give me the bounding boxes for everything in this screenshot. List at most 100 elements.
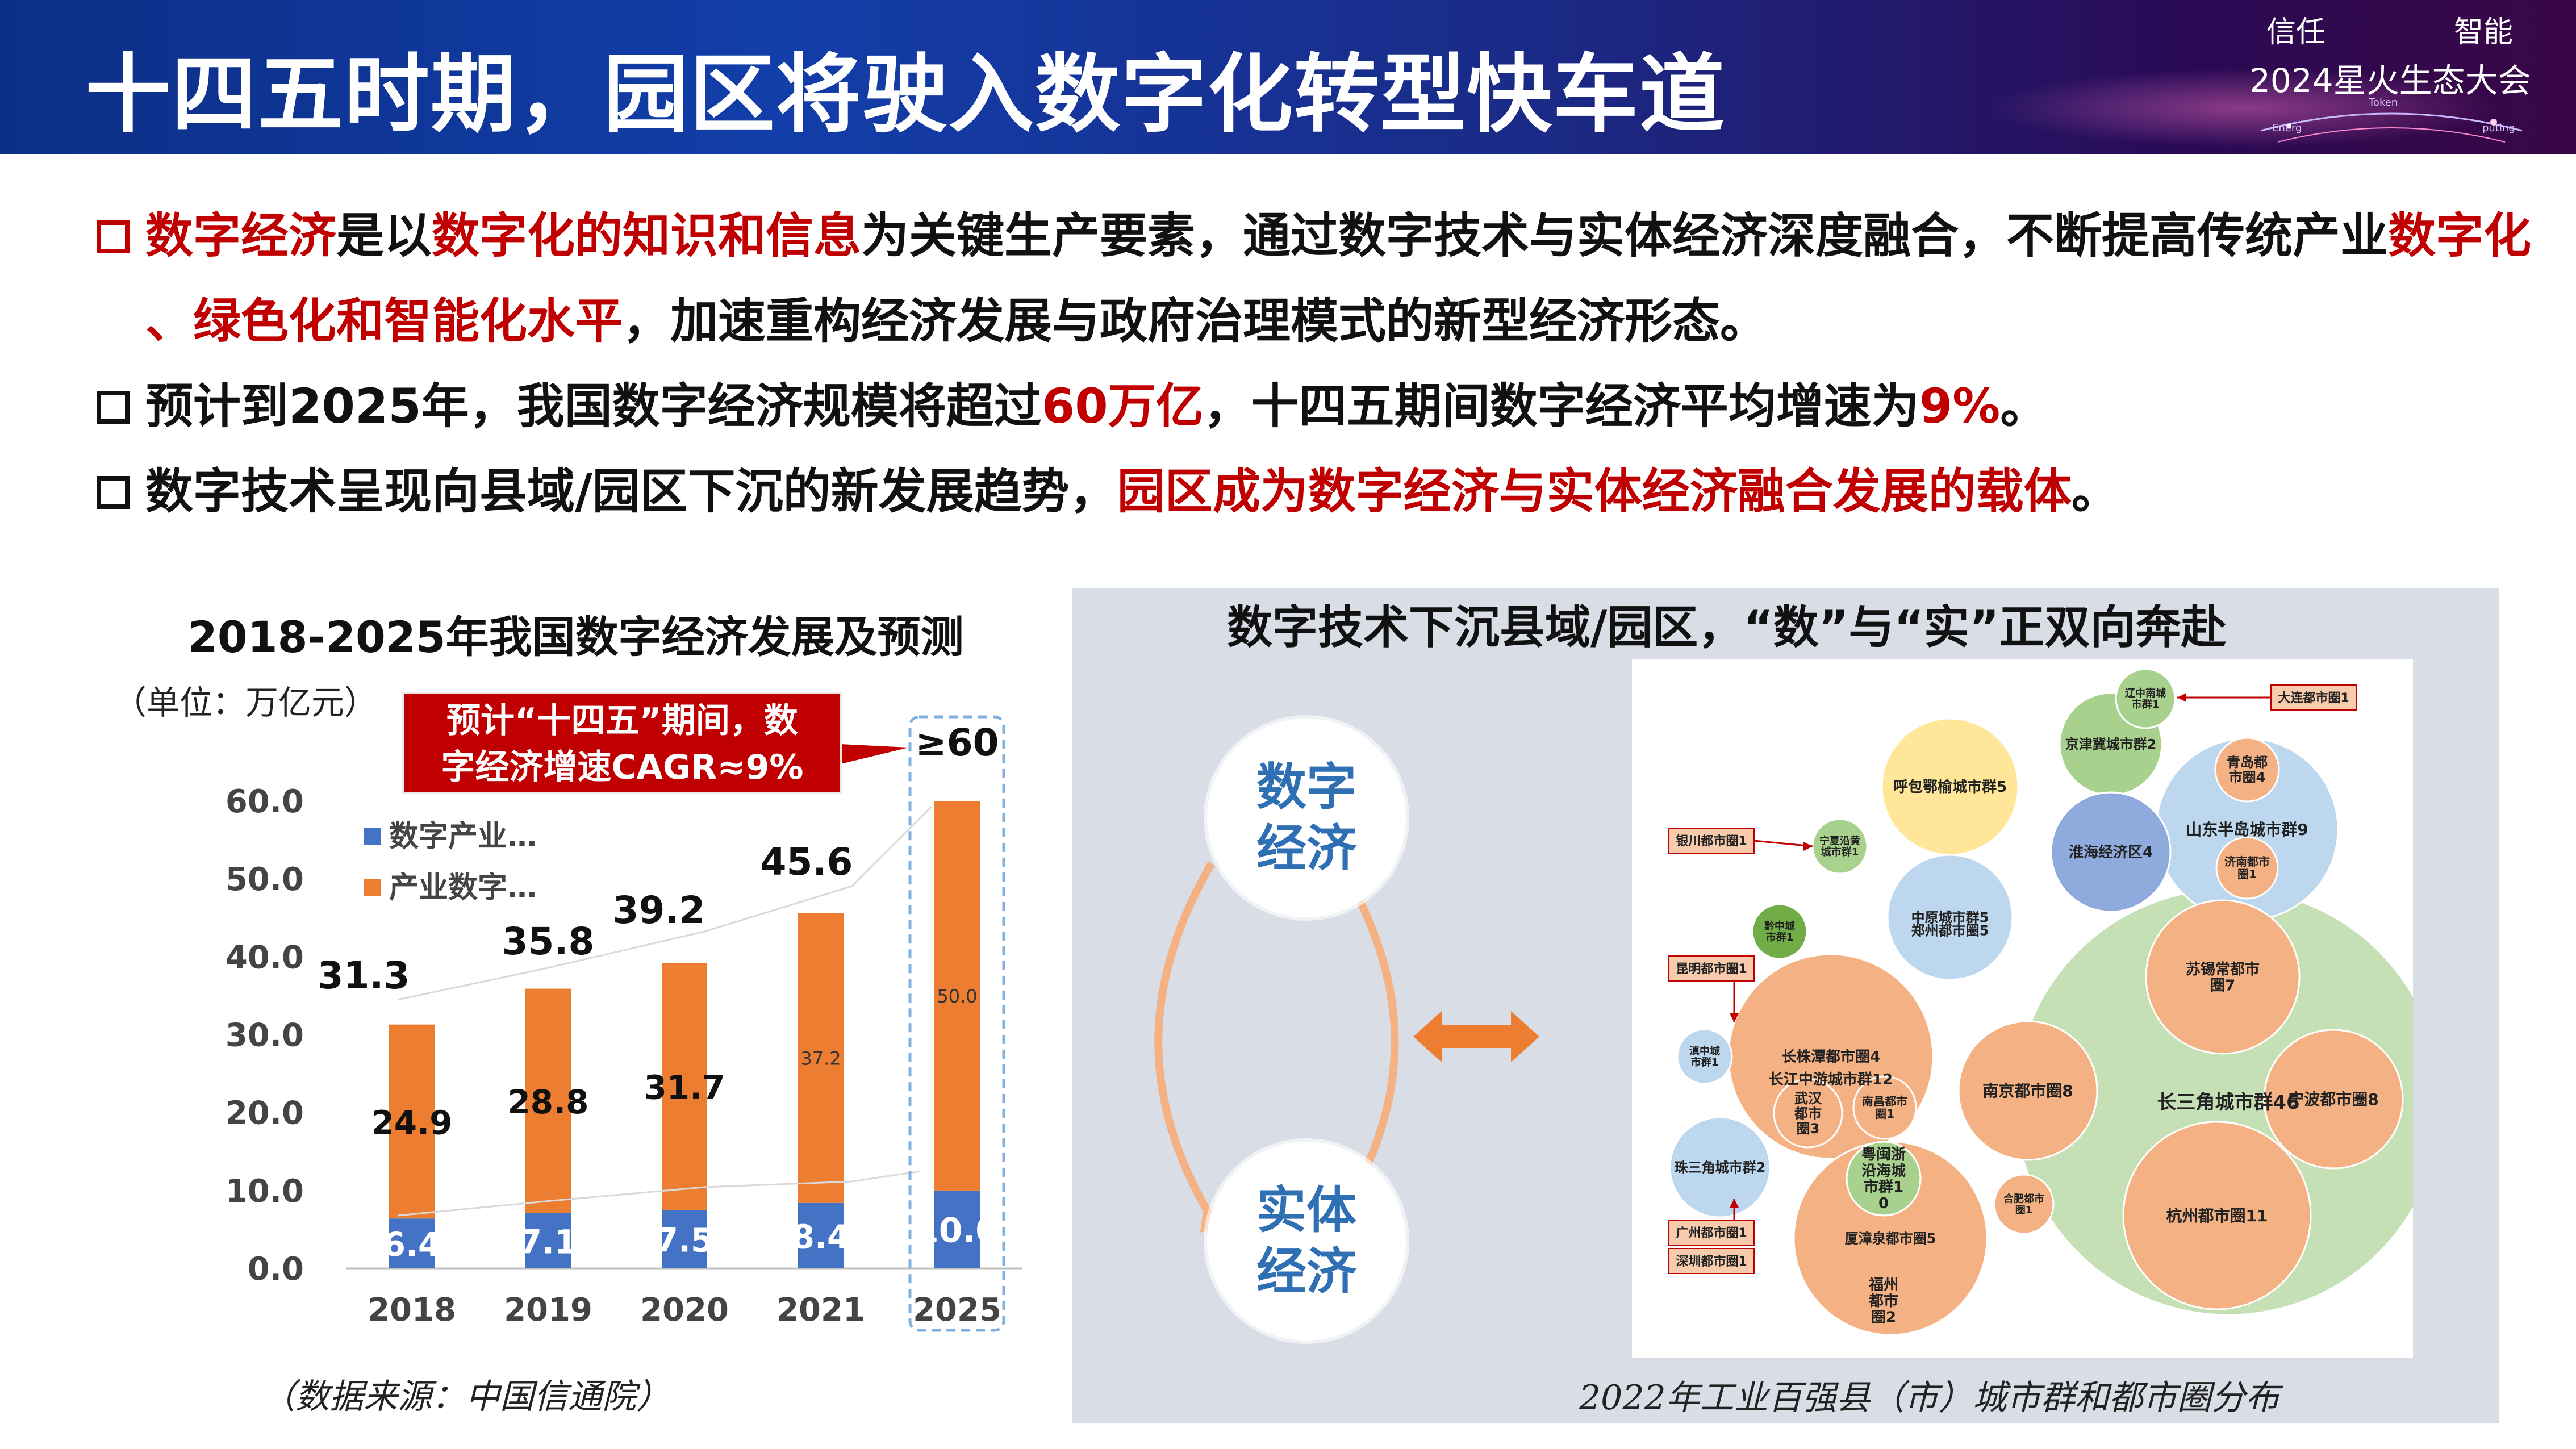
- digital-economy-circle: 数字 经济: [1207, 719, 1406, 917]
- event-word-right: 智能: [2454, 15, 2514, 49]
- x-tick-label: 2019: [504, 1292, 592, 1329]
- event-small-3: puting: [2482, 122, 2515, 134]
- cagr-callout: 预计“十四五”期间，数 字经济增速CAGR≈9%: [402, 692, 842, 794]
- page-title: 十四五时期，园区将驶入数字化转型快车道: [85, 45, 1726, 144]
- y-tick-label: 50.0: [226, 861, 304, 898]
- cluster-label: 长江中游城市群12: [1769, 1071, 1893, 1088]
- right-panel-title: 数字技术下沉县域/园区，“数”与“实”正双向奔赴: [1227, 601, 2227, 654]
- bullet-3-segment: 数字技术呈现向县域/园区下沉的新发展趋势，: [145, 463, 1117, 519]
- cluster-label: 郑州都市圈5: [1911, 922, 1989, 938]
- bullet-1: 数字经济是以数字化的知识和信息为关键生产要素，通过数字技术与实体经济深度融合，不…: [97, 193, 2567, 364]
- bar-segment-industry-digital: [934, 801, 980, 1191]
- bullet-3: 数字技术呈现向县域/园区下沉的新发展趋势，园区成为数字经济与实体经济融合发展的载…: [97, 449, 2567, 534]
- bottom-circle-line-2: 经济: [1256, 1242, 1356, 1301]
- cluster-bubble: [2145, 899, 2301, 1055]
- metro-tag: [1668, 1248, 1755, 1274]
- cluster-label: 宁波都市圈8: [2288, 1090, 2378, 1109]
- cluster-label: 长株潭都市圈4: [1781, 1048, 1880, 1066]
- bar-segment-digital-industry: [389, 1218, 435, 1268]
- bar-segment-industry-digital: [389, 1024, 435, 1219]
- cluster-bubble: [1676, 1028, 1733, 1085]
- bar-value-label: 7.1: [519, 1222, 578, 1261]
- metro-tag: [1668, 828, 1755, 854]
- bullet-1-segment: 数字化: [2388, 208, 2532, 264]
- bar-value-label: 10.0: [915, 1210, 999, 1250]
- cluster-bubble: [2050, 791, 2172, 913]
- callout-pointer-icon: [841, 744, 909, 764]
- cluster-label: 武汉都市圈3: [1794, 1091, 1822, 1137]
- cluster-label: 京津冀城市群2: [2065, 736, 2157, 752]
- cluster-label: 福州都市圈2: [1868, 1277, 1898, 1326]
- bullet-1-cont-segment: 、绿色化和智能化水平: [145, 293, 623, 349]
- event-small-2: Token: [2369, 97, 2398, 108]
- double-arrow-icon: [1413, 1011, 1539, 1062]
- callout-line-2: 字经济增速CAGR≈9%: [441, 748, 804, 787]
- cluster-bubble: [1957, 1020, 2098, 1161]
- cluster-label: 济南都市圈1: [2224, 855, 2270, 881]
- cluster-bubble-map: 长三角城市群46 山东半岛城市群9 长株潭都市圈4 厦漳泉都市圈5 京津冀城市群2 呼包鄂…: [1668, 668, 2413, 1336]
- bullet-1-segment: 为关键生产要素，通过数字技术与实体经济深度融合，不断提高传统产业: [861, 208, 2389, 264]
- bar-chart: 0.0 10.0 20.0 30.0 40.0 50.0 60.0 6.4 24.9 7.1 28.…: [226, 715, 1022, 1332]
- data-source: （数据来源：中国信通院）: [261, 1377, 670, 1417]
- event-word-left: 信任: [2266, 15, 2326, 49]
- cluster-label: 淮海经济区4: [2069, 843, 2153, 861]
- cycle-arrow-left: [1154, 861, 1216, 1221]
- bar-value-label: 31.7: [644, 1068, 725, 1107]
- tag-arrowhead-icon: [1803, 842, 1813, 851]
- bullet-1-segment: 数字经济: [145, 208, 337, 264]
- bullet-2: 预计到2025年，我国数字经济规模将超过60万亿，十四五期间数字经济平均增速为9…: [97, 364, 2567, 449]
- bullet-list: 数字经济是以数字化的知识和信息为关键生产要素，通过数字技术与实体经济深度融合，不…: [97, 193, 2567, 534]
- cluster-label: 长三角城市群46: [2157, 1091, 2299, 1114]
- total-value-label: 31.3: [318, 954, 410, 997]
- bullet-1-segment: 数字化的知识和信息: [432, 208, 862, 264]
- checkbox-square-icon: [97, 220, 130, 253]
- cluster-label: 南京都市圈8: [1982, 1081, 2073, 1100]
- metro-tag-label: 广州都市圈1: [1676, 1226, 1747, 1241]
- y-tick-label: 10.0: [226, 1173, 304, 1210]
- bullet-3-segment: 。: [2071, 463, 2119, 519]
- bar-segment-industry-digital: [662, 963, 707, 1210]
- cluster-bubble: [2215, 836, 2279, 900]
- event-arc-icon: [2260, 112, 2523, 143]
- bar-value-label: 6.4: [383, 1225, 441, 1264]
- cluster-bubble: [1846, 1141, 1922, 1217]
- metro-tag: [1668, 1220, 1755, 1246]
- y-tick-label: 20.0: [226, 1095, 304, 1132]
- chart-title: 2018-2025年我国数字经济发展及预测: [187, 612, 964, 662]
- cluster-bubble: [2115, 668, 2176, 729]
- bullet-3-segment: 园区成为数字经济与实体经济融合发展的载体: [1117, 463, 2072, 519]
- cluster-label: 厦漳泉都市圈5: [1845, 1230, 1936, 1246]
- forecast-highlight-box: [908, 715, 1005, 1332]
- bullet-2-segment: 。: [2000, 378, 2048, 434]
- bottom-circle-line-1: 实体: [1256, 1181, 1356, 1239]
- bar-segment-digital-industry: [934, 1190, 980, 1268]
- cluster-label: 粤闽浙沿海城市群1 0: [1861, 1146, 1906, 1212]
- metro-tag: [1668, 955, 1755, 982]
- y-tick-label: 60.0: [226, 783, 304, 820]
- cluster-label: 合肥都市圈1: [2003, 1192, 2044, 1216]
- metro-tag-label: 深圳都市圈1: [1676, 1254, 1747, 1269]
- total-value-label: 35.8: [502, 920, 595, 963]
- cluster-label: 宁夏沿黄城市群1: [1819, 834, 1860, 858]
- x-tick-label: 2021: [776, 1292, 865, 1329]
- top-circle-line-2: 经济: [1256, 819, 1356, 878]
- cluster-bubble: [1993, 1174, 2055, 1235]
- cluster-bubble: [1669, 1116, 1771, 1218]
- header-banner: 十四五时期，园区将驶入数字化转型快车道 信任 智能 2024星火生态大会 Ene…: [0, 0, 2576, 154]
- bar-segment-industry-digital: [525, 988, 571, 1213]
- cluster-bubble: [2214, 737, 2280, 803]
- bar-value-label: 37.2: [800, 1048, 841, 1070]
- bar-value-label: 24.9: [371, 1103, 452, 1142]
- bullet-1-segment: 是以: [336, 208, 432, 264]
- bullet-2-segment: 9%: [1919, 378, 2001, 434]
- cluster-label: 中原城市群5: [1911, 909, 1989, 925]
- legend-swatch: [364, 828, 381, 845]
- metro-tag-label: 大连都市圈1: [2278, 691, 2349, 705]
- metro-tag-label: 银川都市圈1: [1676, 834, 1747, 849]
- bar-value-label: 28.8: [507, 1083, 588, 1121]
- metro-tag-label: 昆明都市圈1: [1676, 962, 1747, 976]
- checkbox-square-icon: [97, 391, 130, 424]
- bar-segment-digital-industry: [525, 1213, 571, 1268]
- cluster-label: 黔中城市群1: [1764, 920, 1795, 943]
- x-tick-label: 2020: [640, 1292, 729, 1329]
